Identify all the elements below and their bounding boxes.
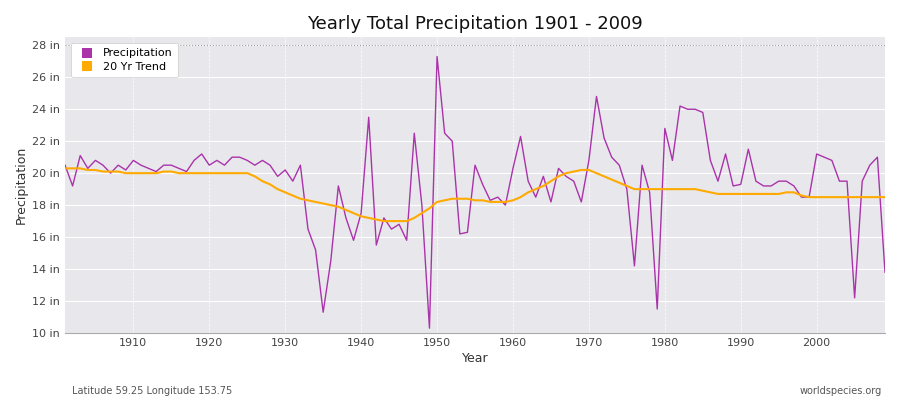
Title: Yearly Total Precipitation 1901 - 2009: Yearly Total Precipitation 1901 - 2009 — [307, 15, 643, 33]
X-axis label: Year: Year — [462, 352, 489, 365]
Y-axis label: Precipitation: Precipitation — [15, 146, 28, 224]
Legend: Precipitation, 20 Yr Trend: Precipitation, 20 Yr Trend — [70, 43, 178, 77]
Text: Latitude 59.25 Longitude 153.75: Latitude 59.25 Longitude 153.75 — [72, 386, 232, 396]
Text: worldspecies.org: worldspecies.org — [800, 386, 882, 396]
